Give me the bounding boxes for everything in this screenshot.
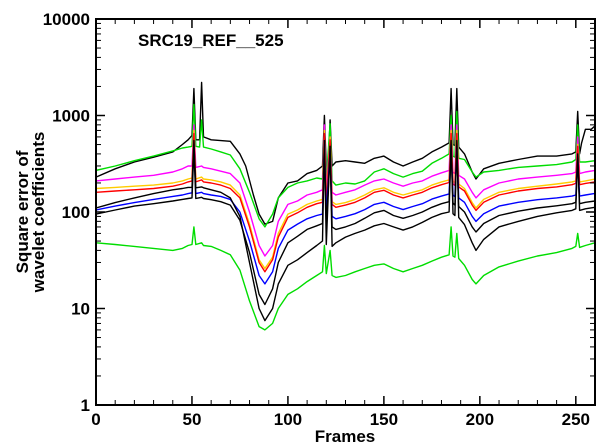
plot-frame <box>95 18 596 406</box>
series-line-9 <box>96 226 595 331</box>
y-tick-label-10000: 10000 <box>43 10 90 29</box>
series-line-3 <box>96 124 595 257</box>
series-line-4 <box>96 129 595 270</box>
series-line-1 <box>96 81 595 225</box>
series-line-7 <box>96 148 595 306</box>
x-tick-label-0: 0 <box>91 410 100 429</box>
series-line-6 <box>96 143 595 285</box>
series-line-2 <box>96 103 595 228</box>
series-layer <box>96 81 595 331</box>
x-axis-label: Frames <box>315 427 375 443</box>
y-tick-label-100: 100 <box>62 203 90 222</box>
x-tick-label-150: 150 <box>370 410 398 429</box>
y-axis-label-line-2: wavelet coefficients <box>29 132 48 294</box>
series-line-8 <box>96 139 595 322</box>
series-line-5 <box>96 132 595 273</box>
tick-layer: 0 50 100 150 200 250 1 10 100 1000 10000 <box>43 10 596 429</box>
chart-title: SRC19_REF__525 <box>138 31 284 50</box>
y-tick-label-1000: 1000 <box>52 107 90 126</box>
y-tick-label-1: 1 <box>81 396 90 415</box>
y-axis-label-line-1: Square error of <box>13 150 32 273</box>
x-tick-label-100: 100 <box>274 410 302 429</box>
x-tick-label-200: 200 <box>466 410 494 429</box>
x-tick-label-250: 250 <box>562 410 590 429</box>
x-tick-label-50: 50 <box>183 410 202 429</box>
y-tick-label-10: 10 <box>71 300 90 319</box>
y-axis-label: Square error of wavelet coefficients <box>13 132 48 294</box>
